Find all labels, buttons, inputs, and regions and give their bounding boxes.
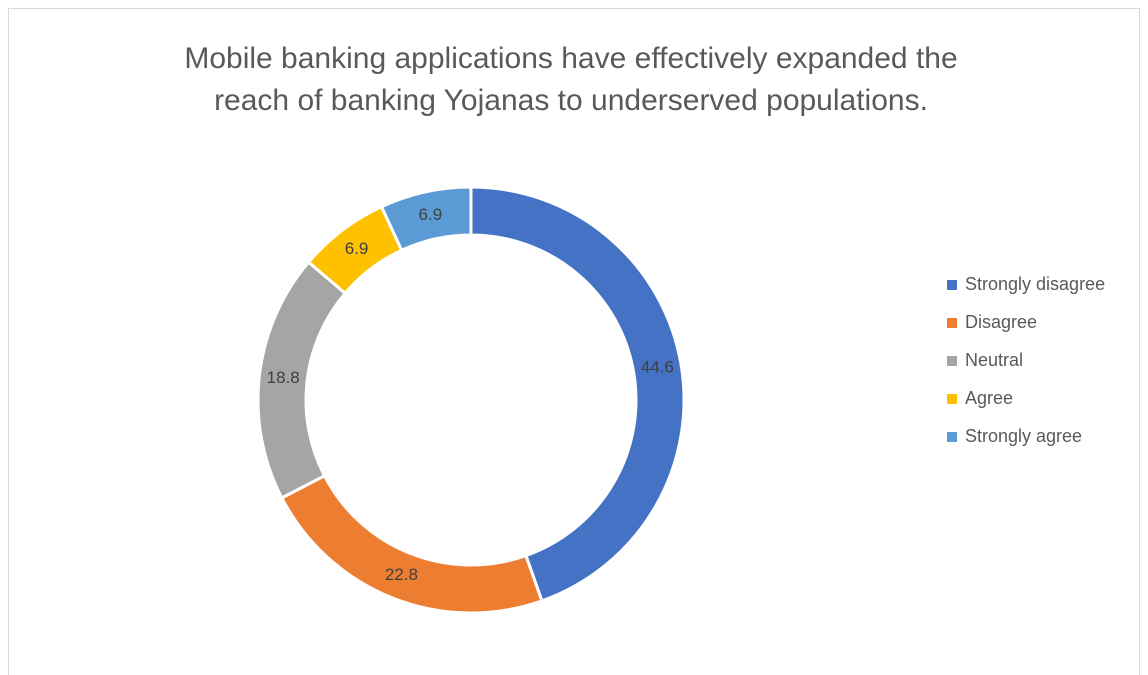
chart-frame — [8, 8, 1140, 675]
donut-segment — [379, 185, 473, 253]
legend-marker — [947, 356, 957, 366]
data-label: 6.9 — [345, 239, 369, 258]
legend-label: Strongly disagree — [965, 274, 1105, 294]
legend-marker — [947, 280, 957, 290]
data-label: 18.8 — [267, 368, 300, 387]
chart-title: reach of banking Yojanas to underserved … — [214, 84, 928, 117]
legend-marker — [947, 318, 957, 328]
data-label: 22.8 — [385, 565, 418, 584]
legend-marker — [947, 394, 957, 404]
data-label: 44.6 — [641, 358, 674, 377]
donut-segment — [279, 473, 544, 615]
legend-marker — [947, 432, 957, 442]
data-label: 6.9 — [419, 205, 443, 224]
legend-label: Agree — [965, 388, 1013, 408]
chart-title: Mobile banking applications have effecti… — [184, 42, 957, 75]
legend-label: Disagree — [965, 312, 1037, 332]
legend-label: Neutral — [965, 350, 1023, 370]
legend-label: Strongly agree — [965, 426, 1082, 446]
donut-segment — [469, 185, 686, 603]
